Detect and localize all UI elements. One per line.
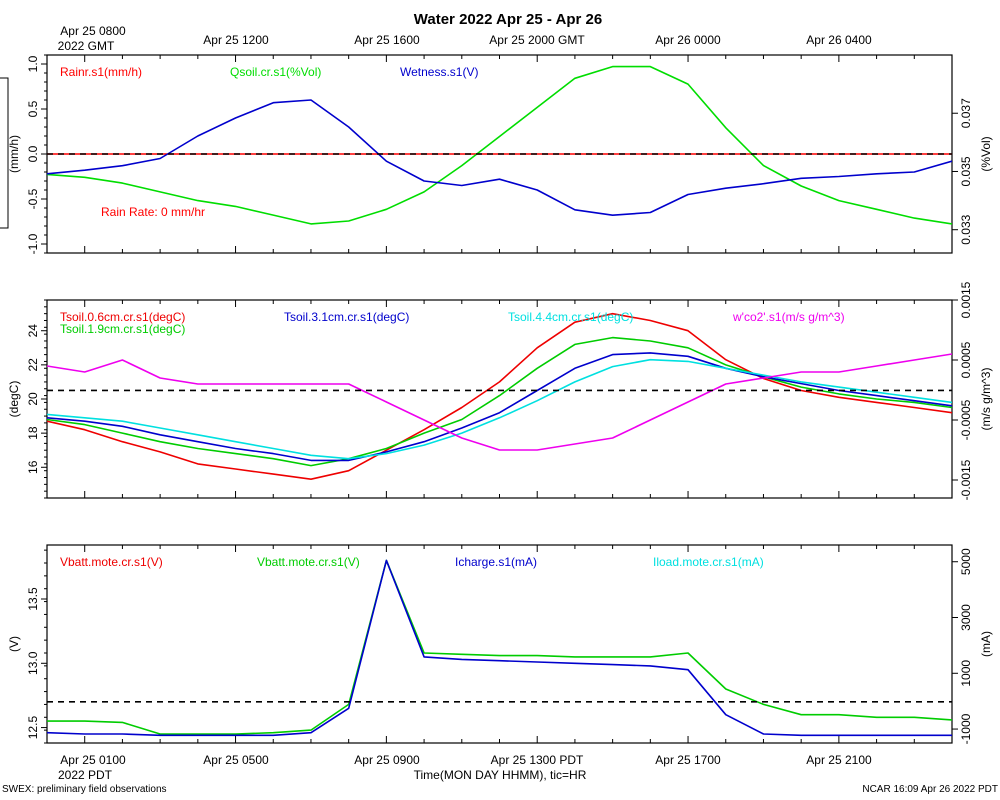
bottom-time-label: Apr 25 0500 [203, 753, 269, 767]
panel-power-frame [46, 544, 953, 744]
top-time-label: Apr 25 1200 [203, 33, 269, 47]
right-axis-tick-label: 0.033 [959, 214, 973, 244]
footer-left: SWEX: preliminary field observations [2, 784, 167, 795]
legend-tsoil-1-9cm: Tsoil.1.9cm.cr.s1(degC) [60, 322, 185, 336]
series-line-tsoil-1-9cm-cr-s1-degc- [47, 336, 952, 467]
left-axis-tick-label: 13.5 [26, 587, 40, 611]
chart-title: Water 2022 Apr 25 - Apr 26 [414, 11, 602, 28]
left-axis-tick-label: 20 [26, 392, 40, 406]
bottom-time-label: Apr 25 2100 [806, 753, 872, 767]
right-axis-tick-label: 0.037 [959, 98, 973, 128]
legend-wetness: Wetness.s1(V) [400, 65, 478, 79]
panel-water-plot-area [47, 65, 952, 225]
right-axis-tick-label: 1000 [959, 660, 973, 687]
panel-soil: 16 18 20 22 24 -0.0015 -0.0005 0.0005 0.0015 (d… [7, 281, 993, 500]
panel-water-right-ylabel: (%Vol) [979, 136, 993, 171]
bottom-time-label: Apr 25 0900 [354, 753, 420, 767]
panel-soil-time-ticks [46, 300, 953, 498]
legend-qsoil: Qsoil.cr.s1(%Vol) [230, 65, 321, 79]
series-line-qsoil-cr-s1-vol- [47, 65, 952, 225]
panel-soil-left-ylabel: (degC) [7, 381, 21, 418]
panel-water-right-axis: 0.033 0.035 0.037 [952, 98, 973, 245]
series-line-tsoil-0-6cm-cr-s1-degc- [47, 312, 952, 481]
bottom-time-label: Apr 25 0100 [60, 753, 126, 767]
legend-vbatt-green: Vbatt.mote.cr.s1(V) [257, 555, 360, 569]
panel-water-left-axis: -1.0 -0.5 0.0 0.5 1.0 [26, 54, 47, 254]
panel-soil-right-ylabel: (m/s g/m^3) [979, 368, 993, 431]
panel-soil-plot-area [47, 312, 952, 481]
left-axis-tick-label: 0.5 [26, 100, 40, 117]
legend-icharge: Icharge.s1(mA) [455, 555, 537, 569]
right-axis-tick-label: -0.0005 [959, 399, 973, 440]
left-axis-tick-label: 18 [26, 426, 40, 440]
right-axis-tick-label: -1000 [959, 713, 973, 744]
bottom-time-label: Apr 25 1700 [655, 753, 721, 767]
panel-water-left-ylabel: (mm/h) [7, 135, 21, 173]
panel-power-left-axis: 12.5 13.0 13.5 [26, 549, 47, 744]
panel-power-right-ylabel: (mA) [979, 631, 993, 657]
rain-rate-annotation: Rain Rate: 0 mm/hr [101, 205, 205, 219]
right-axis-tick-label: 5000 [959, 548, 973, 575]
bottom-time-label: Apr 25 1300 PDT [491, 753, 584, 767]
panel-soil-right-axis: -0.0015 -0.0005 0.0005 0.0015 [952, 281, 973, 500]
series-line-tsoil-3-1cm-cr-s1-degc- [47, 352, 952, 462]
left-axis-tick-label: 24 [26, 324, 40, 338]
legend-tsoil-4-4cm: Tsoil.4.4cm.cr.s1(degC) [508, 310, 633, 324]
series-line-vbatt-mote-cr-s1-v- [47, 559, 952, 735]
left-axis-tick-label: -0.5 [26, 188, 40, 209]
legend-vbatt-red: Vbatt.mote.cr.s1(V) [60, 555, 163, 569]
x-axis-label: Time(MON DAY HHMM), tic=HR [414, 768, 587, 782]
right-axis-tick-label: 3000 [959, 604, 973, 631]
top-time-axis: Apr 25 0800 2022 GMT Apr 25 1200 Apr 25 … [58, 24, 872, 53]
left-axis-tick-label: 13.0 [26, 651, 40, 675]
top-time-label: Apr 25 1600 [354, 33, 420, 47]
top-time-label: Apr 26 0000 [655, 33, 721, 47]
footer-right: NCAR 16:09 Apr 26 2022 PDT [862, 784, 998, 795]
panel-power-left-ylabel: (V) [7, 636, 21, 652]
panel-power-right-axis: -1000 1000 3000 5000 [952, 548, 973, 744]
right-axis-tick-label: 0.035 [959, 156, 973, 186]
legend-wco2: w'co2'.s1(m/s g/m^3) [732, 310, 845, 324]
legend-rainr: Rainr.s1(mm/h) [60, 65, 142, 79]
panel-power-plot-area [47, 559, 952, 737]
top-year-label: 2022 GMT [58, 39, 115, 53]
series-line-tsoil-4-4cm-cr-s1-degc- [47, 358, 952, 460]
left-axis-tick-label: -1.0 [26, 233, 40, 254]
left-edge-box [0, 77, 9, 229]
left-axis-tick-label: 12.5 [26, 716, 40, 740]
series-line-icharge-s1-ma- [47, 559, 952, 737]
left-axis-tick-label: 1.0 [26, 55, 40, 72]
panel-water-time-ticks [46, 55, 953, 253]
series-line-w-co2-s1-m-s-g-m-3- [47, 353, 952, 451]
bottom-time-axis: Apr 25 0100 2022 PDT Apr 25 0500 Apr 25 … [58, 753, 872, 782]
series-line-wetness-s1-v- [47, 99, 952, 216]
legend-tsoil-0-6cm: Tsoil.0.6cm.cr.s1(degC) [60, 310, 185, 324]
legend-iload: Iload.mote.cr.s1(mA) [653, 555, 764, 569]
right-axis-tick-label: 0.0015 [959, 281, 973, 318]
legend-tsoil-3-1cm: Tsoil.3.1cm.cr.s1(degC) [284, 310, 409, 324]
panel-soil-left-axis: 16 18 20 22 24 [26, 299, 47, 499]
left-axis-tick-label: 0.0 [26, 145, 40, 162]
bottom-year-label: 2022 PDT [58, 768, 113, 782]
panel-water: -1.0 -0.5 0.0 0.5 1.0 0.033 0.035 0.037 (mm/h)… [7, 54, 993, 254]
top-time-label: Apr 25 2000 GMT [489, 33, 585, 47]
right-axis-tick-label: -0.0015 [959, 459, 973, 500]
top-time-label: Apr 25 0800 [60, 24, 126, 38]
top-time-label: Apr 26 0400 [806, 33, 872, 47]
panel-power-time-ticks [46, 545, 953, 743]
left-axis-tick-label: 22 [26, 358, 40, 372]
left-axis-tick-label: 16 [26, 460, 40, 474]
right-axis-tick-label: 0.0005 [959, 341, 973, 378]
